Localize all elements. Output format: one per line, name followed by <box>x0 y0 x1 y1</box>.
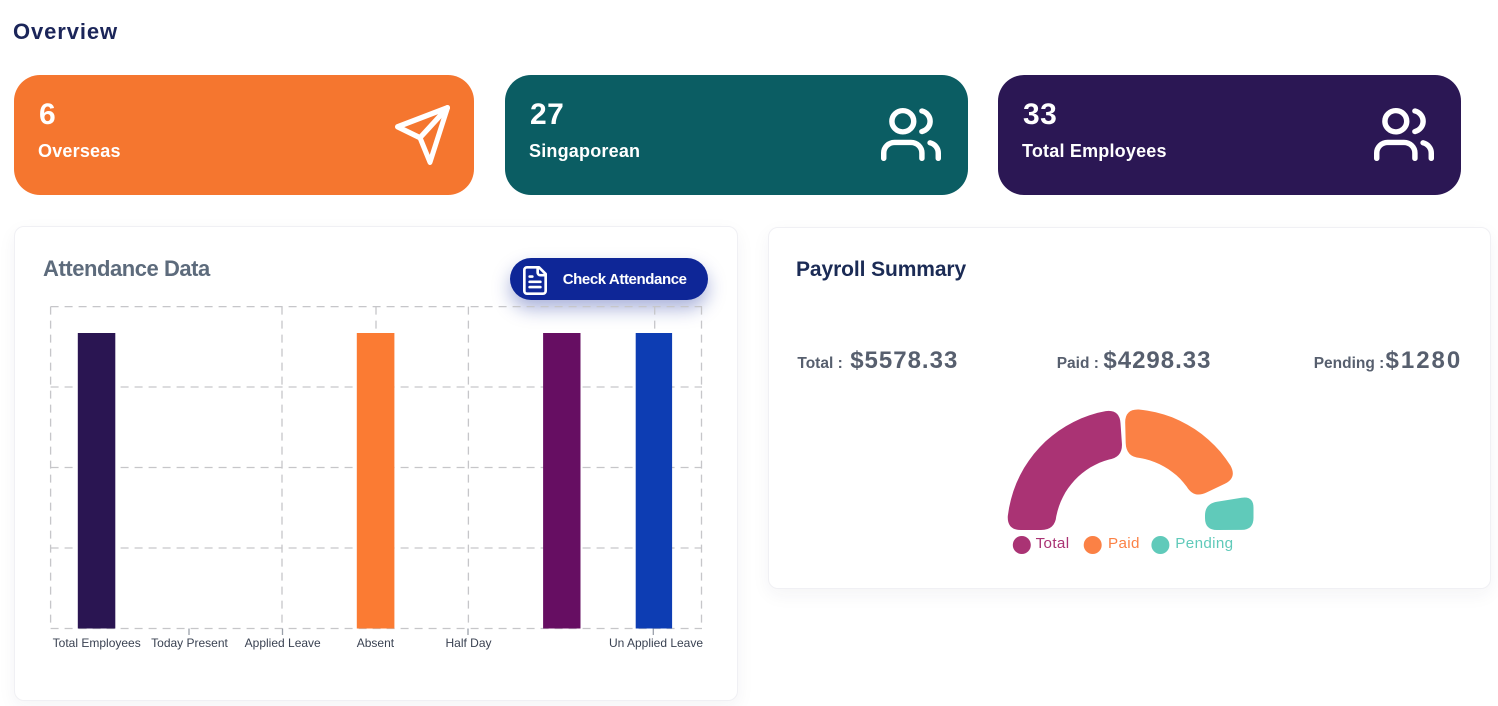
svg-text:Total Employees: Total Employees <box>53 636 141 650</box>
svg-text:Total: Total <box>1036 535 1070 552</box>
svg-text:Pending: Pending <box>1175 535 1233 552</box>
svg-text:Half Day: Half Day <box>445 636 491 650</box>
svg-text:Applied Leave: Applied Leave <box>245 636 321 650</box>
svg-text:Absent: Absent <box>357 636 395 650</box>
svg-text:Un Applied Leave: Un Applied Leave <box>609 636 703 650</box>
svg-text:Paid: Paid <box>1108 535 1140 552</box>
svg-text:Today Present: Today Present <box>151 636 228 650</box>
